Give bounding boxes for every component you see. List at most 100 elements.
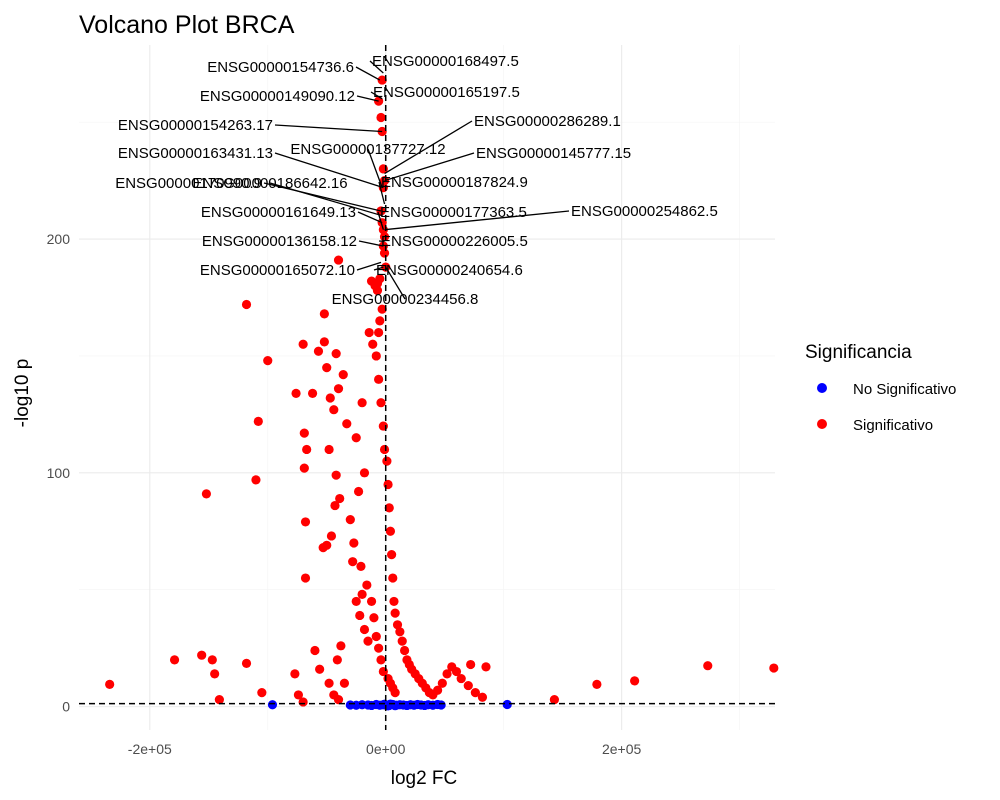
- gene-label: ENSG00000234456.8: [332, 291, 479, 308]
- data-point: [371, 351, 381, 361]
- gene-label: ENSG00000187824.9: [381, 174, 528, 191]
- data-point: [383, 479, 393, 490]
- x-tick-label: 2e+05: [602, 741, 642, 757]
- data-point: [359, 624, 370, 635]
- data-point: [332, 655, 342, 665]
- data-point: [436, 700, 446, 710]
- gene-label-leader: [384, 152, 475, 182]
- gene-label-leader: [274, 124, 383, 133]
- gene-label: ENSG00000136158.12: [202, 233, 357, 250]
- data-point: [298, 697, 308, 707]
- legend-label: No Significativo: [853, 381, 956, 398]
- gene-label: ENSG00000226005.5: [381, 233, 528, 250]
- data-point: [197, 650, 207, 660]
- data-point: [345, 514, 355, 525]
- legend: Significancia No Significativo Significat…: [805, 342, 956, 434]
- data-point: [379, 232, 390, 242]
- data-point: [372, 285, 383, 296]
- data-point: [363, 636, 373, 646]
- data-point: [300, 517, 311, 527]
- data-point: [335, 493, 345, 504]
- data-point: [481, 662, 491, 672]
- gene-label: ENSG00000177363.5: [380, 204, 527, 221]
- data-point: [442, 669, 452, 679]
- data-point: [302, 444, 312, 455]
- y-tick-label: 200: [47, 231, 71, 247]
- data-point: [299, 463, 309, 473]
- data-point: [319, 309, 329, 319]
- data-point: [331, 470, 341, 480]
- legend-label: Significativo: [853, 417, 933, 434]
- data-point: [359, 468, 370, 478]
- data-point: [470, 687, 480, 698]
- gene-label-leader: [384, 120, 473, 175]
- data-point: [331, 349, 341, 359]
- data-point: [345, 700, 355, 710]
- data-point: [377, 75, 387, 85]
- gene-label: ENSG00000165197.5: [373, 84, 520, 101]
- data-point: [374, 643, 384, 653]
- data-point: [351, 433, 361, 443]
- data-point: [355, 610, 365, 621]
- data-point: [169, 655, 180, 665]
- data-point: [377, 304, 387, 314]
- data-point: [390, 687, 400, 698]
- data-point: [267, 700, 278, 710]
- data-point: [502, 699, 512, 710]
- gene-label: ENSG00000186642.16: [192, 175, 347, 192]
- data-point: [399, 645, 410, 656]
- data-point: [395, 627, 405, 637]
- gene-label: ENSG00000145777.15: [476, 145, 631, 162]
- gene-label: ENSG00000254862.5: [571, 203, 718, 220]
- data-point: [299, 428, 309, 438]
- data-point: [330, 500, 340, 511]
- gene-label-leader: [356, 95, 379, 102]
- data-point: [379, 248, 390, 258]
- data-point: [329, 405, 339, 415]
- gene-label: ENSG00000165072.10: [200, 262, 355, 279]
- data-point: [333, 695, 344, 705]
- gene-label: ENSG00000161649.13: [201, 204, 356, 221]
- data-point: [389, 596, 399, 607]
- gene-label: ENSG00000154736.6: [207, 59, 354, 76]
- data-point: [357, 589, 367, 600]
- legend-key: [817, 419, 827, 429]
- data-point: [241, 658, 252, 668]
- data-point: [257, 687, 267, 698]
- data-point: [362, 580, 372, 590]
- data-point: [385, 526, 396, 536]
- data-point: [319, 337, 329, 347]
- gene-label-leader: [370, 91, 383, 100]
- reference-lines: [79, 45, 775, 730]
- data-point: [342, 419, 352, 429]
- data-point: [369, 613, 379, 623]
- data-point: [366, 596, 377, 607]
- data-point: [241, 299, 252, 310]
- data-point: [251, 475, 261, 485]
- data-point: [357, 398, 367, 408]
- gene-label: ENSG00000168497.5: [372, 53, 519, 70]
- data-point: [253, 416, 263, 426]
- data-point: [318, 543, 328, 553]
- data-point: [390, 608, 400, 618]
- gene-label-leader: [358, 240, 384, 247]
- data-point: [353, 486, 364, 497]
- data-point: [313, 346, 324, 356]
- grid-lines: [79, 45, 775, 730]
- gene-label-leader: [369, 60, 384, 74]
- legend-key: [817, 383, 827, 393]
- gene-label: ENSG00000286289.1: [474, 113, 621, 130]
- x-tick-label: -2e+05: [128, 741, 172, 757]
- data-point: [324, 678, 334, 688]
- gene-label: ENSG00000170990.9: [115, 175, 262, 192]
- data-point: [390, 701, 400, 711]
- data-point: [703, 661, 713, 671]
- data-point: [290, 669, 300, 679]
- data-point: [374, 374, 384, 384]
- data-point: [348, 557, 358, 567]
- data-point: [384, 503, 394, 513]
- data-point: [324, 444, 334, 455]
- gene-label-leader: [269, 182, 383, 217]
